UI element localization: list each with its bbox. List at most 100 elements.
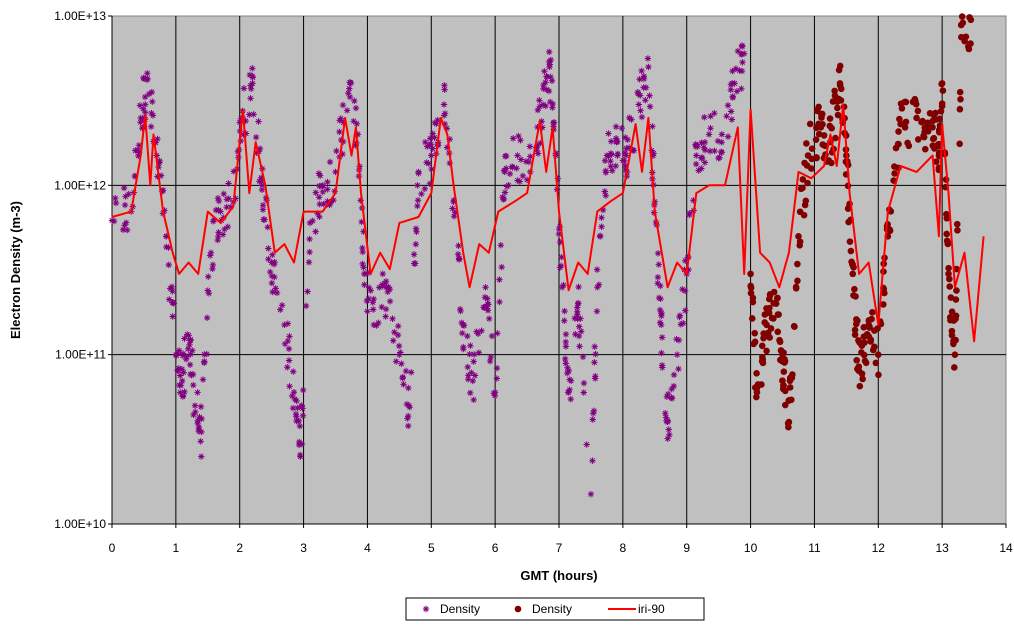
density-circle-point: [834, 104, 841, 112]
density-asterisk-point: [169, 299, 176, 307]
density-asterisk-point: [509, 135, 517, 142]
density-asterisk-point: [195, 423, 203, 431]
density-circle-point: [837, 97, 845, 104]
density-circle-point: [951, 351, 959, 358]
density-asterisk-point: [460, 345, 467, 353]
density-asterisk-point: [175, 365, 183, 372]
density-circle-point: [796, 242, 804, 249]
density-asterisk-point: [636, 76, 643, 83]
density-asterisk-point: [565, 367, 573, 375]
legend-marker-density-asterisk: [422, 605, 430, 613]
density-asterisk-point: [237, 115, 245, 122]
density-asterisk-point: [441, 86, 448, 93]
density-asterisk-point: [247, 95, 254, 102]
density-asterisk-point: [718, 149, 726, 156]
density-asterisk-point: [324, 198, 331, 205]
density-asterisk-point: [148, 109, 155, 117]
density-asterisk-point: [259, 206, 267, 213]
density-asterisk-point: [197, 403, 205, 410]
density-asterisk-point: [593, 266, 601, 273]
density-asterisk-point: [562, 360, 570, 367]
density-asterisk-point: [294, 404, 301, 412]
density-asterisk-point: [599, 206, 607, 214]
density-asterisk-point: [577, 315, 584, 322]
density-asterisk-point: [433, 120, 440, 127]
density-circle-point: [952, 336, 959, 344]
density-asterisk-point: [198, 428, 205, 436]
density-circle-point: [933, 158, 940, 165]
density-asterisk-point: [339, 138, 347, 145]
density-asterisk-point: [591, 343, 598, 350]
density-asterisk-point: [648, 147, 655, 154]
density-circle-point: [851, 326, 859, 334]
density-circle-point: [781, 387, 789, 395]
density-asterisk-point: [654, 274, 662, 281]
density-asterisk-point: [142, 101, 149, 108]
density-asterisk-point: [343, 107, 351, 114]
density-asterisk-point: [304, 288, 311, 295]
density-asterisk-point: [618, 124, 626, 132]
density-asterisk-point: [711, 109, 718, 117]
series-density-circle: [747, 13, 975, 431]
density-asterisk-point: [677, 321, 685, 328]
density-asterisk-point: [602, 192, 609, 199]
density-asterisk-point: [679, 320, 687, 327]
density-asterisk-point: [449, 205, 456, 212]
density-asterisk-point: [574, 300, 582, 307]
density-asterisk-point: [517, 156, 525, 163]
density-circle-point: [852, 293, 859, 300]
density-circle-point: [850, 264, 857, 271]
density-asterisk-point: [558, 284, 566, 291]
density-circle-point: [937, 107, 945, 115]
density-asterisk-point: [542, 79, 549, 86]
y-axis: 1.00E+10 1.00E+11 1.00E+12 1.00E+13: [54, 9, 113, 531]
density-asterisk-point: [679, 286, 686, 293]
density-asterisk-point: [607, 158, 614, 165]
density-asterisk-point: [670, 382, 677, 390]
density-circle-point: [779, 351, 786, 358]
density-circle-point: [897, 120, 904, 128]
density-asterisk-point: [621, 157, 628, 165]
density-asterisk-point: [175, 347, 183, 354]
density-asterisk-point: [357, 197, 364, 204]
density-asterisk-point: [252, 134, 260, 141]
density-asterisk-point: [367, 287, 374, 294]
density-asterisk-point: [598, 223, 605, 230]
density-asterisk-point: [326, 201, 333, 209]
density-asterisk-point: [255, 118, 262, 125]
density-asterisk-point: [364, 308, 371, 315]
density-asterisk-point: [190, 381, 197, 389]
density-asterisk-point: [630, 147, 638, 154]
density-circle-point: [829, 98, 837, 105]
density-circle-point: [859, 375, 866, 383]
density-asterisk-point: [429, 130, 436, 137]
density-circle-point: [946, 283, 954, 290]
density-asterisk-point: [685, 266, 692, 274]
density-circle-point: [947, 294, 955, 301]
density-asterisk-point: [375, 319, 382, 327]
density-asterisk-point: [707, 125, 714, 132]
density-asterisk-point: [649, 152, 657, 159]
density-asterisk-point: [541, 68, 548, 75]
density-asterisk-point: [645, 63, 652, 71]
density-asterisk-point: [124, 226, 131, 234]
density-asterisk-point: [359, 260, 366, 268]
density-asterisk-point: [503, 152, 510, 160]
density-asterisk-point: [240, 85, 248, 92]
density-asterisk-point: [215, 229, 222, 236]
density-asterisk-point: [574, 304, 581, 311]
density-asterisk-point: [112, 194, 119, 202]
density-asterisk-point: [499, 193, 506, 201]
density-circle-point: [836, 62, 844, 70]
density-asterisk-point: [256, 178, 263, 185]
density-asterisk-point: [579, 353, 587, 361]
density-circle-point: [871, 327, 878, 334]
density-asterisk-point: [249, 65, 256, 72]
density-asterisk-point: [698, 165, 705, 172]
density-asterisk-point: [526, 143, 534, 150]
density-asterisk-point: [592, 350, 599, 358]
density-asterisk-point: [315, 170, 323, 177]
density-circle-point: [806, 120, 814, 128]
density-asterisk-point: [177, 389, 184, 396]
density-asterisk-point: [555, 230, 563, 238]
